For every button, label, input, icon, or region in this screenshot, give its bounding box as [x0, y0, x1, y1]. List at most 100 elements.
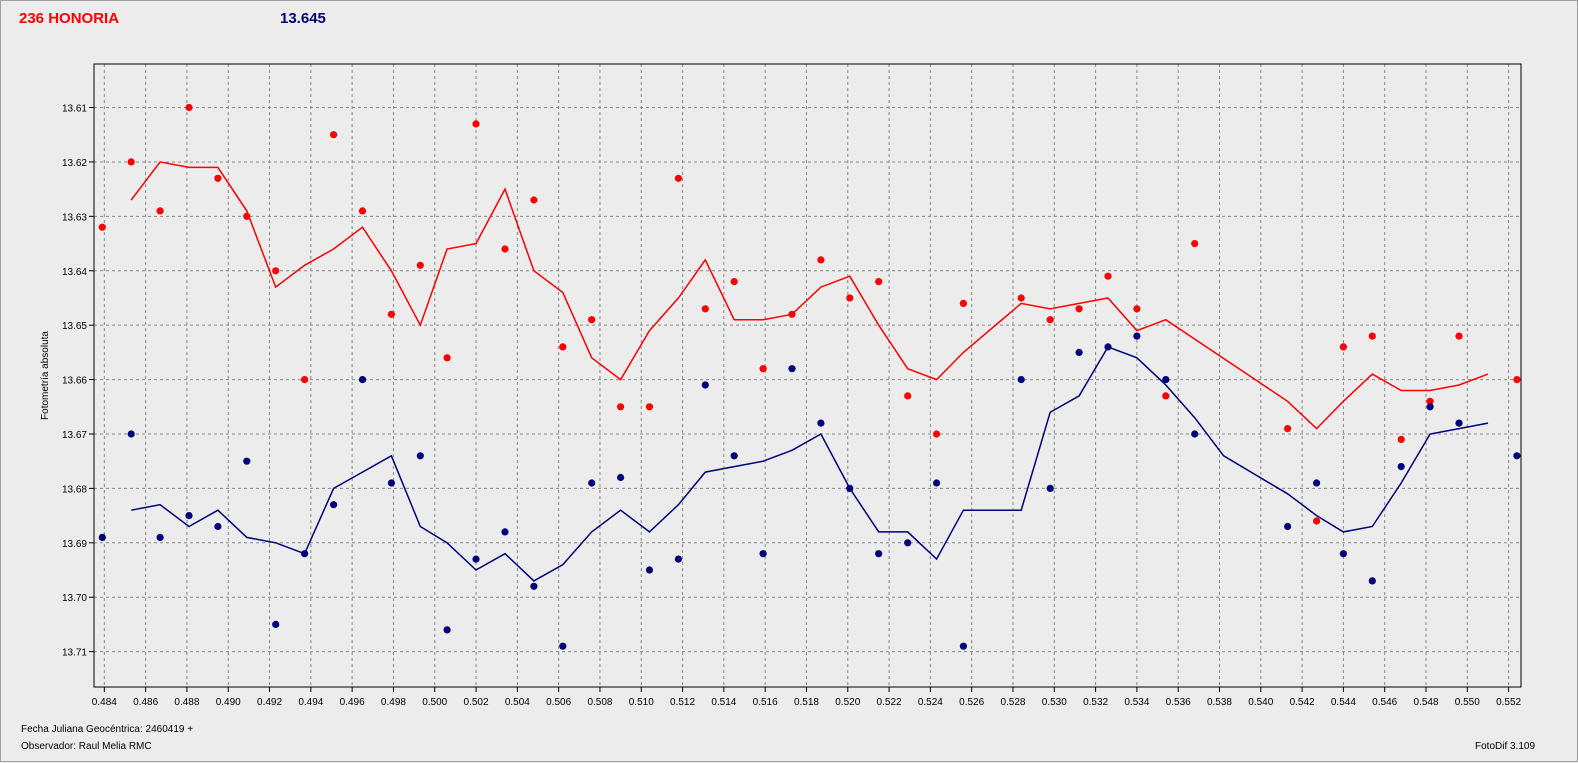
data-point-blue — [1017, 376, 1025, 384]
data-point-red — [416, 261, 424, 269]
data-point-red — [1046, 316, 1054, 324]
x-tick-label: 0.510 — [629, 697, 654, 708]
data-point-blue — [1284, 522, 1292, 531]
julian-date-label: Fecha Juliana Geocéntrica: 2460419 + — [21, 724, 194, 735]
y-tick-label: 13.64 — [62, 267, 87, 278]
data-point-blue — [98, 533, 106, 542]
data-point-red — [98, 223, 106, 231]
y-tick-label: 13.66 — [62, 376, 87, 387]
data-point-red — [1455, 332, 1463, 340]
data-point-blue — [214, 522, 222, 531]
data-point-blue — [272, 620, 280, 629]
x-tick-label: 0.512 — [670, 697, 695, 708]
data-point-blue — [472, 555, 480, 563]
x-tick-label: 0.534 — [1124, 697, 1149, 708]
x-tick-label: 0.530 — [1042, 697, 1067, 708]
data-point-red — [559, 343, 567, 351]
y-tick-label: 13.63 — [62, 212, 87, 223]
data-point-blue — [1191, 430, 1199, 438]
x-tick-label: 0.548 — [1413, 697, 1438, 708]
data-point-blue — [846, 484, 854, 492]
x-tick-label: 0.524 — [918, 697, 943, 708]
data-point-blue — [788, 365, 796, 373]
data-point-blue — [701, 381, 709, 389]
data-point-red — [156, 207, 164, 215]
plot-area — [94, 64, 1521, 687]
x-tick-label: 0.506 — [546, 697, 571, 708]
x-tick-label: 0.500 — [422, 697, 447, 708]
data-point-blue — [759, 550, 767, 558]
trend-line-red — [130, 161, 1489, 430]
data-point-blue — [127, 430, 135, 438]
data-point-red — [617, 403, 625, 411]
data-point-blue — [1513, 452, 1521, 460]
data-point-red — [443, 354, 451, 362]
data-point-red — [387, 310, 395, 318]
data-point-red — [127, 158, 135, 166]
observer-label: Observador: Raul Melia RMC — [21, 741, 152, 752]
software-label: FotoDif 3.109 — [1475, 741, 1536, 752]
data-point-red — [674, 174, 683, 182]
data-point-red — [1104, 272, 1112, 280]
x-tick-label: 0.488 — [174, 697, 199, 708]
x-tick-label: 0.540 — [1248, 697, 1273, 708]
x-tick-label: 0.528 — [1000, 697, 1025, 708]
data-point-blue — [617, 473, 625, 482]
data-point-red — [301, 376, 309, 384]
data-point-red — [759, 365, 767, 373]
data-point-blue — [1162, 376, 1170, 384]
x-tick-label: 0.502 — [464, 697, 489, 708]
data-point-red — [472, 120, 480, 128]
data-point-blue — [1339, 550, 1347, 558]
data-point-blue — [443, 626, 451, 634]
data-point-blue — [933, 479, 941, 487]
data-point-blue — [959, 642, 968, 650]
data-point-blue — [243, 457, 251, 465]
data-point-blue — [387, 479, 395, 487]
data-point-red — [330, 131, 338, 139]
data-point-red — [243, 212, 251, 220]
plot-frame — [93, 63, 1522, 688]
data-point-red — [1284, 425, 1292, 433]
data-point-blue — [559, 642, 567, 650]
data-point-red — [730, 278, 738, 286]
data-point-red — [788, 310, 796, 318]
data-point-blue — [1426, 403, 1434, 411]
x-tick-label: 0.522 — [877, 697, 902, 708]
y-tick-label: 13.62 — [62, 158, 87, 169]
data-point-red — [1426, 397, 1434, 405]
y-tick-label: 13.67 — [62, 430, 87, 441]
data-point-blue — [588, 479, 596, 487]
data-point-red — [846, 294, 854, 302]
data-point-red — [875, 278, 883, 286]
data-point-red — [645, 403, 654, 411]
data-point-red — [358, 207, 367, 215]
data-point-red — [272, 267, 280, 275]
data-point-blue — [1313, 479, 1321, 487]
data-point-blue — [416, 452, 424, 460]
data-point-blue — [1133, 332, 1141, 340]
data-point-blue — [1368, 577, 1376, 585]
data-point-red — [530, 196, 538, 204]
data-point-red — [1513, 376, 1521, 384]
x-tick-label: 0.492 — [257, 697, 282, 708]
x-tick-label: 0.494 — [298, 697, 323, 708]
magnitude-title: 13.645 — [280, 10, 326, 27]
data-point-red — [701, 305, 709, 313]
x-tick-label: 0.514 — [711, 697, 736, 708]
data-point-blue — [1075, 348, 1083, 356]
x-tick-label: 0.550 — [1455, 697, 1480, 708]
data-point-blue — [156, 533, 164, 542]
x-tick-label: 0.544 — [1331, 697, 1356, 708]
x-tick-label: 0.552 — [1496, 697, 1521, 708]
data-point-red — [1339, 343, 1347, 351]
data-point-blue — [530, 582, 538, 590]
data-point-blue — [301, 550, 309, 558]
y-tick-label: 13.65 — [62, 321, 87, 332]
y-tick-label: 13.71 — [62, 648, 87, 659]
x-tick-label: 0.484 — [92, 697, 117, 708]
x-tick-label: 0.536 — [1166, 697, 1191, 708]
x-tick-label: 0.498 — [381, 697, 406, 708]
